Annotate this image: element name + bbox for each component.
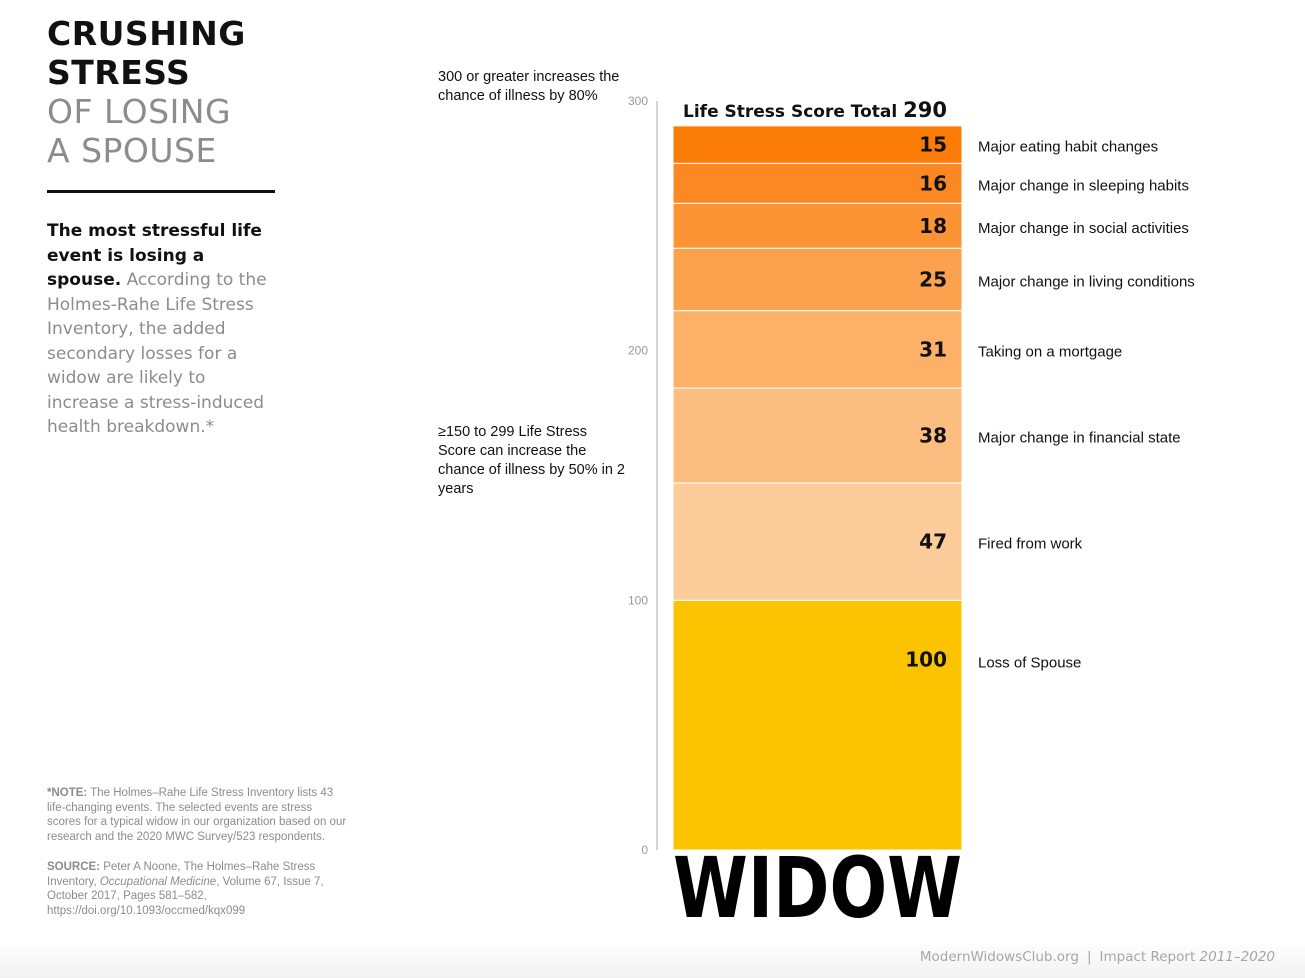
segment-value-label: 100: [905, 647, 947, 671]
segment-value-label: 16: [919, 171, 947, 195]
y-tick-label: 0: [641, 843, 648, 857]
annotation-mid-risk: ≥150 to 299 Life Stress Score can increa…: [438, 424, 625, 497]
segment-category-label: Major change in financial state: [978, 429, 1181, 446]
bar-segment: [672, 599, 963, 851]
bar-segment: [672, 310, 963, 389]
title-line-4: A SPOUSE: [47, 131, 217, 170]
segment-value-label: 38: [919, 423, 947, 447]
title-line-2: STRESS: [47, 53, 191, 92]
footer-site-link[interactable]: ModernWidowsClub.org: [919, 949, 1079, 965]
page-title: CRUSHING STRESS OF LOSING A SPOUSE: [47, 14, 307, 170]
footer-separator: |: [1086, 949, 1092, 965]
footer-report: Impact Report: [1099, 949, 1196, 965]
intro-bold: The most stressful life event is losing …: [47, 221, 262, 290]
total-value: 290: [903, 98, 947, 122]
segment-value-label: 18: [919, 214, 947, 238]
intro-text: According to the Holmes-Rahe Life Stress…: [47, 270, 267, 437]
total-label: Life Stress Score Total 290: [683, 98, 947, 122]
footer-years: 2011–2020: [1199, 949, 1275, 965]
segment-category-label: Major change in sleeping habits: [978, 177, 1189, 194]
segment-category-label: Taking on a mortgage: [978, 343, 1122, 360]
y-tick-label: 100: [628, 593, 648, 607]
segment-category-label: Major eating habit changes: [978, 139, 1158, 156]
source-citation: SOURCE: Peter A Noone, The Holmes–Rahe S…: [47, 860, 347, 918]
segment-value-label: 31: [919, 337, 947, 361]
y-tick-label: 300: [628, 94, 648, 108]
source-journal: Occupational Medicine: [99, 875, 217, 888]
segment-category-label: Major change in social activities: [978, 220, 1189, 237]
title-line-3: OF LOSING: [47, 92, 232, 131]
footer: ModernWidowsClub.org | Impact Report 2011–…: [920, 949, 1275, 965]
total-label-text: Life Stress Score Total: [683, 102, 903, 122]
bar-segment: [672, 125, 963, 164]
category-label: WIDOW: [673, 839, 962, 937]
segment-value-label: 25: [919, 267, 947, 291]
bar-segment: [672, 482, 963, 601]
intro-paragraph: The most stressful life event is losing …: [47, 219, 272, 440]
segment-category-label: Loss of Spouse: [978, 654, 1081, 671]
segment-category-label: Major change in living conditions: [978, 273, 1195, 290]
title-line-1: CRUSHING: [47, 14, 246, 53]
bar-segment: [672, 247, 963, 312]
y-tick-label: 200: [628, 344, 648, 358]
segment-value-label: 47: [919, 530, 947, 554]
bar-segment: [672, 202, 963, 249]
annotation-high-risk: 300 or greater increases the chance of i…: [438, 69, 620, 104]
title-divider: [47, 190, 275, 193]
segment-value-label: 15: [919, 133, 947, 157]
source-text-1: Peter A Noone, The Holmes–Rahe Stress In…: [47, 861, 316, 888]
bar-segment: [672, 387, 963, 484]
note-text: The Holmes–Rahe Life Stress Inventory li…: [47, 787, 347, 843]
footnote: *NOTE: The Holmes–Rahe Life Stress Inven…: [47, 786, 347, 844]
source-label: SOURCE:: [47, 861, 101, 873]
note-label: *NOTE:: [47, 787, 88, 799]
footer-band: [0, 940, 1305, 978]
segment-category-label: Fired from work: [978, 536, 1083, 553]
source-text-2: , Volume 67, Issue 7, October 2017, Page…: [47, 875, 324, 917]
